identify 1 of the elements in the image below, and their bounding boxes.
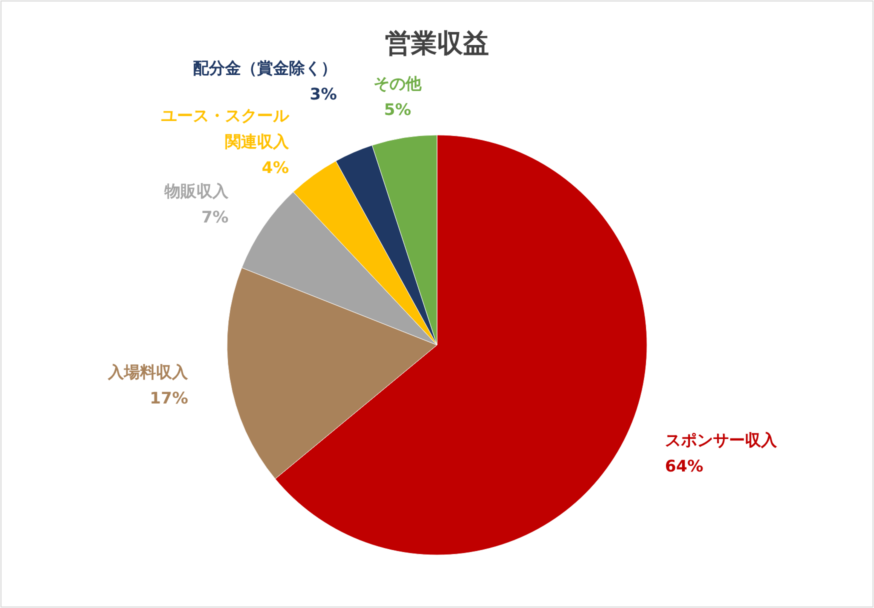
chart-title: 営業収益 bbox=[385, 29, 489, 59]
